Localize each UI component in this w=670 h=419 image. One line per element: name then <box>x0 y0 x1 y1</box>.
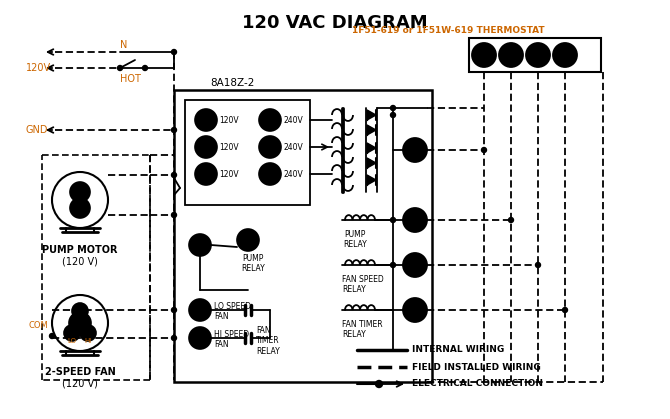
Circle shape <box>50 334 54 339</box>
Circle shape <box>172 173 176 178</box>
Circle shape <box>172 49 176 54</box>
Circle shape <box>195 163 217 185</box>
Text: 8A18Z-2: 8A18Z-2 <box>210 78 255 88</box>
Polygon shape <box>367 110 376 120</box>
Text: W: W <box>409 215 420 225</box>
Text: PUMP MOTOR: PUMP MOTOR <box>42 245 118 255</box>
Circle shape <box>553 43 577 67</box>
Circle shape <box>472 43 496 67</box>
Text: F2: F2 <box>264 170 276 178</box>
Circle shape <box>509 217 513 222</box>
Text: 120V: 120V <box>26 63 51 73</box>
Circle shape <box>403 138 427 162</box>
Text: 1F51-619 or 1F51W-619 THERMOSTAT: 1F51-619 or 1F51W-619 THERMOSTAT <box>352 26 545 34</box>
Circle shape <box>195 109 217 131</box>
Text: FIELD INSTALLED WIRING: FIELD INSTALLED WIRING <box>412 362 541 372</box>
Text: Y: Y <box>535 50 541 60</box>
Circle shape <box>403 253 427 277</box>
Circle shape <box>259 109 281 131</box>
Text: L1: L1 <box>194 241 206 249</box>
Text: PUMP
RELAY: PUMP RELAY <box>241 254 265 274</box>
Text: HI: HI <box>195 334 205 342</box>
Circle shape <box>237 229 259 251</box>
Text: ELECTRICAL CONNECTION: ELECTRICAL CONNECTION <box>412 380 543 388</box>
Text: Y: Y <box>411 260 419 270</box>
Circle shape <box>80 325 96 341</box>
Circle shape <box>403 298 427 322</box>
Circle shape <box>535 262 541 267</box>
Circle shape <box>403 208 427 232</box>
Circle shape <box>70 198 90 218</box>
Circle shape <box>117 65 123 70</box>
Circle shape <box>64 325 80 341</box>
Text: COM: COM <box>28 321 48 331</box>
Circle shape <box>391 106 395 111</box>
Circle shape <box>69 312 91 334</box>
Text: HI SPEED
FAN: HI SPEED FAN <box>214 330 249 349</box>
Circle shape <box>195 136 217 158</box>
Text: L0: L0 <box>194 305 206 315</box>
Circle shape <box>189 234 211 256</box>
Bar <box>185 100 310 205</box>
Polygon shape <box>367 175 376 185</box>
Bar <box>469 38 601 72</box>
Circle shape <box>391 262 395 267</box>
Circle shape <box>259 136 281 158</box>
Circle shape <box>391 112 395 117</box>
Text: FAN SPEED
RELAY: FAN SPEED RELAY <box>342 275 384 295</box>
Text: GND: GND <box>26 125 48 135</box>
Polygon shape <box>367 143 376 153</box>
Text: 240V: 240V <box>283 142 303 152</box>
Text: PUMP
RELAY: PUMP RELAY <box>343 230 367 249</box>
Circle shape <box>259 163 281 185</box>
Circle shape <box>172 336 176 341</box>
Circle shape <box>172 127 176 132</box>
Circle shape <box>482 147 486 153</box>
Bar <box>174 90 432 382</box>
Text: R: R <box>411 145 419 155</box>
Text: (120 V): (120 V) <box>62 378 98 388</box>
Circle shape <box>143 65 147 70</box>
Circle shape <box>499 43 523 67</box>
Text: G: G <box>561 50 569 60</box>
Circle shape <box>172 212 176 217</box>
Text: L2: L2 <box>264 116 276 124</box>
Text: W: W <box>506 50 517 60</box>
Text: FAN TIMER
RELAY: FAN TIMER RELAY <box>342 320 383 339</box>
Text: 240V: 240V <box>283 116 303 124</box>
Circle shape <box>189 327 211 349</box>
Circle shape <box>70 182 90 202</box>
Circle shape <box>563 308 567 313</box>
Text: G: G <box>411 305 419 315</box>
Circle shape <box>526 43 550 67</box>
Text: 240V: 240V <box>283 170 303 178</box>
Circle shape <box>72 303 88 319</box>
Text: P1: P1 <box>242 235 254 245</box>
Circle shape <box>189 299 211 321</box>
Text: 2-SPEED FAN: 2-SPEED FAN <box>45 367 115 377</box>
Text: LO: LO <box>68 338 76 344</box>
Text: 120V: 120V <box>219 142 239 152</box>
Text: FAN
TIMER
RELAY: FAN TIMER RELAY <box>256 326 280 356</box>
Text: 120 VAC DIAGRAM: 120 VAC DIAGRAM <box>242 14 428 32</box>
Circle shape <box>172 308 176 313</box>
Text: HOT: HOT <box>120 74 141 84</box>
Text: N: N <box>202 116 210 124</box>
Text: (120 V): (120 V) <box>62 256 98 266</box>
Polygon shape <box>367 158 376 168</box>
Text: N: N <box>120 40 127 50</box>
Text: R: R <box>480 50 488 60</box>
Circle shape <box>391 217 395 222</box>
Text: 120V: 120V <box>219 170 239 178</box>
Text: P2: P2 <box>263 142 277 152</box>
Circle shape <box>375 380 383 388</box>
Text: LO SPEED
FAN: LO SPEED FAN <box>214 302 251 321</box>
Text: F2: F2 <box>200 170 212 178</box>
Text: 120V: 120V <box>219 116 239 124</box>
Text: INTERNAL WIRING: INTERNAL WIRING <box>412 346 505 354</box>
Text: HI: HI <box>84 338 92 344</box>
Polygon shape <box>367 125 376 135</box>
Text: P2: P2 <box>200 142 212 152</box>
